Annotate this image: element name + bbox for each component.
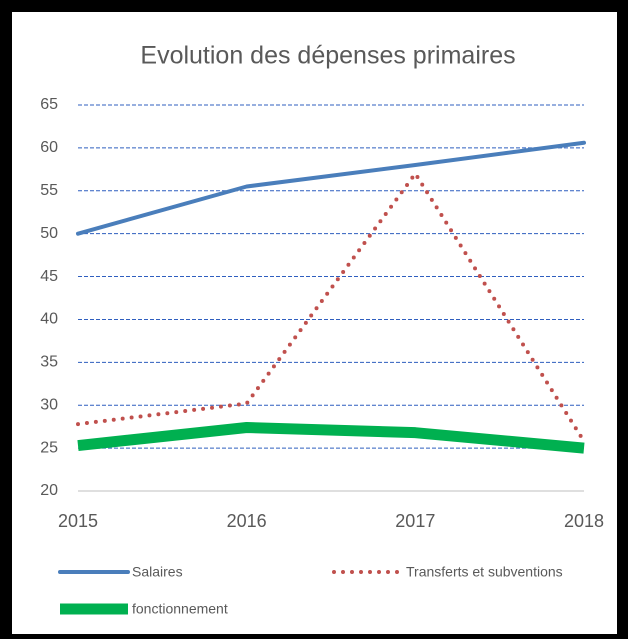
x-tick-label: 2018 [564, 511, 604, 531]
y-tick-label: 25 [40, 439, 58, 456]
y-tick-label: 20 [40, 482, 58, 499]
chart-area [12, 12, 617, 634]
y-tick-label: 40 [40, 311, 58, 328]
y-tick-label: 30 [40, 396, 58, 413]
chart-title: Evolution des dépenses primaires [140, 42, 515, 70]
series-line [77, 422, 585, 454]
x-tick-label: 2017 [395, 511, 435, 531]
y-tick-label: 65 [40, 96, 58, 113]
y-tick-label: 35 [40, 354, 58, 371]
y-tick-label: 45 [40, 268, 58, 285]
x-tick-label: 2016 [227, 511, 267, 531]
y-tick-label: 60 [40, 139, 58, 156]
x-tick-label: 2015 [58, 511, 98, 531]
series-line [76, 140, 586, 236]
legend-label: fonctionnement [132, 601, 228, 617]
y-tick-label: 50 [40, 225, 58, 242]
y-tick-label: 55 [40, 182, 58, 199]
series-line [76, 171, 586, 444]
legend-label: Transferts et subventions [406, 564, 563, 580]
legend-label: Salaires [132, 564, 183, 580]
